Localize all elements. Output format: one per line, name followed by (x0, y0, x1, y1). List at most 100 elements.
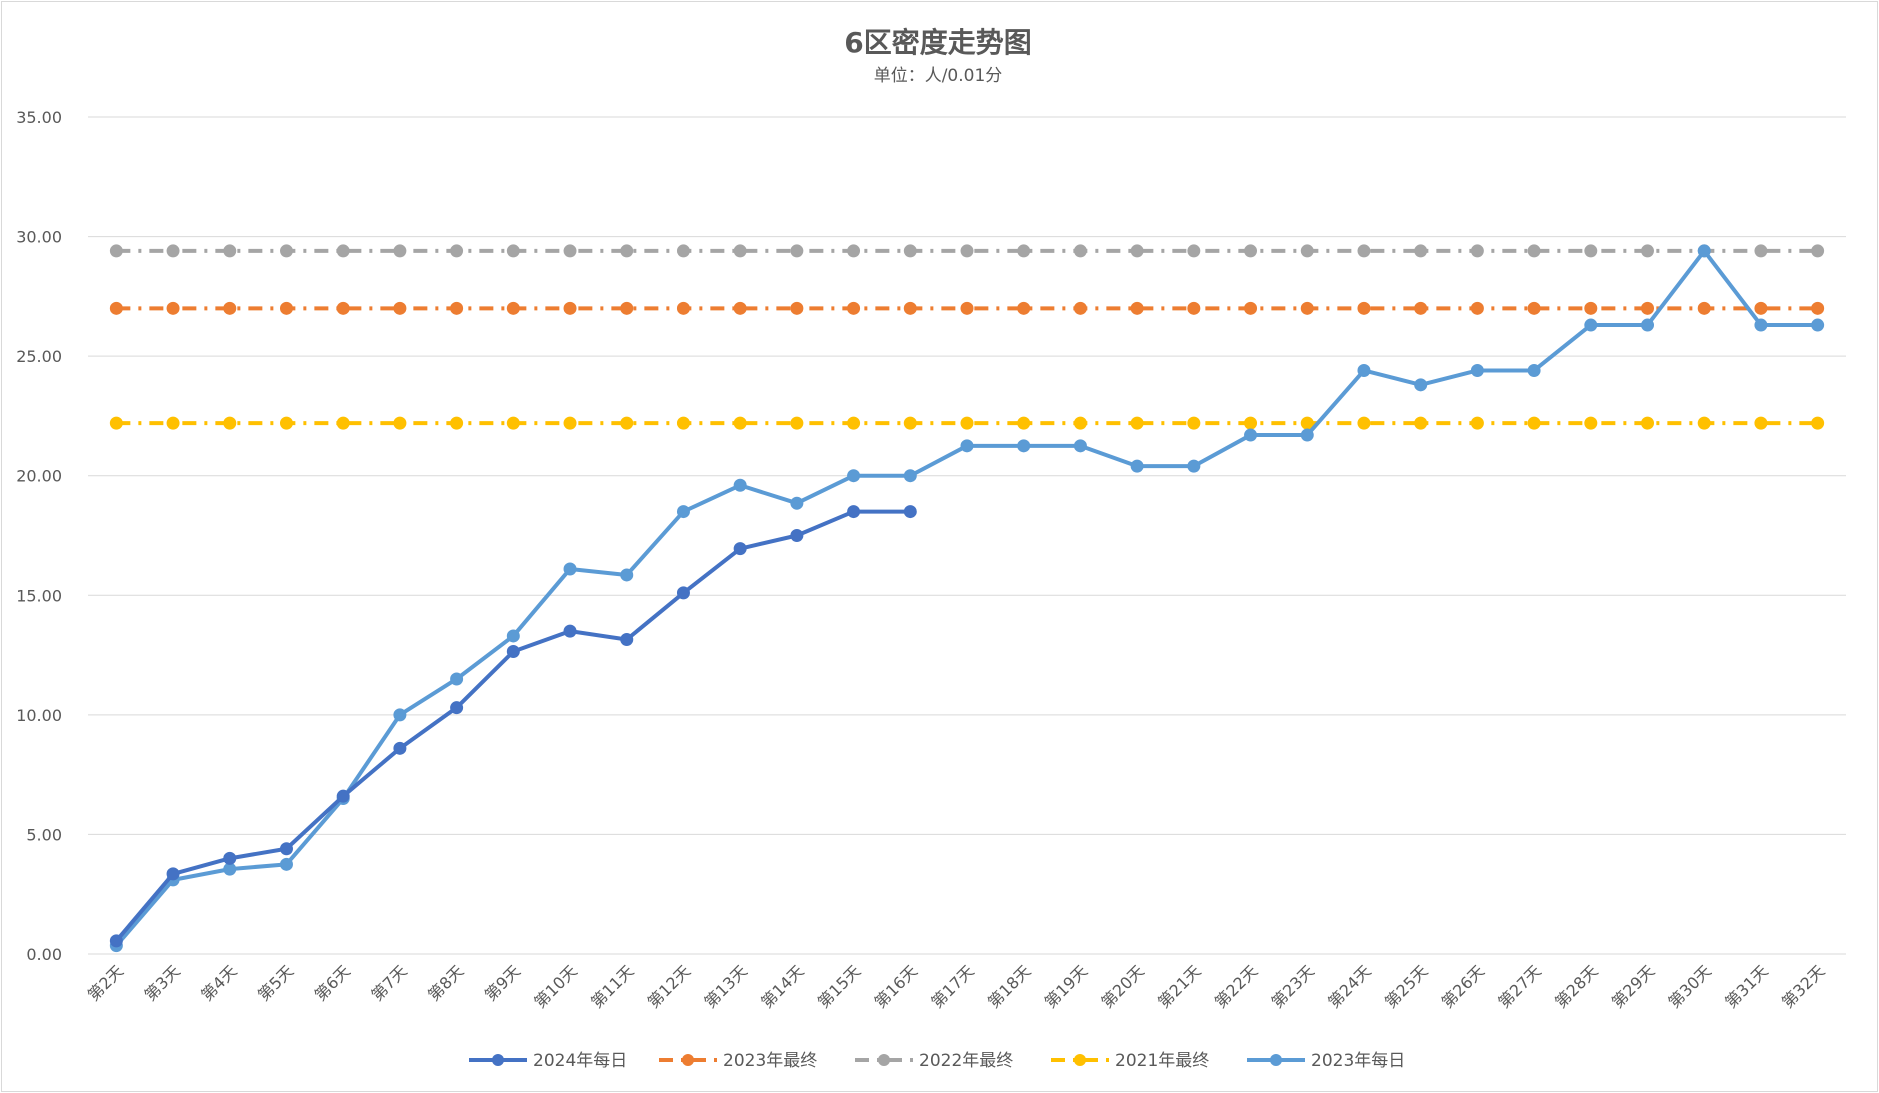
x-tick-label: 第29天 (1608, 961, 1658, 1011)
data-point (1017, 301, 1031, 315)
data-point (1754, 416, 1768, 430)
data-point (1470, 244, 1484, 258)
data-point (620, 568, 634, 582)
x-tick-label: 第13天 (701, 961, 751, 1011)
data-point (506, 644, 520, 658)
x-tick-label: 第14天 (757, 961, 807, 1011)
data-point (1244, 428, 1258, 442)
x-tick-label: 第18天 (984, 961, 1034, 1011)
y-tick-label: 20.00 (16, 467, 62, 486)
data-point (1811, 244, 1825, 258)
legend-swatch-marker (1270, 1054, 1282, 1066)
data-point (393, 244, 407, 258)
data-point (506, 629, 520, 643)
data-point (676, 301, 690, 315)
data-point (279, 857, 293, 871)
data-point (393, 301, 407, 315)
y-axis-ticks: 0.00 5.00 10.00 15.00 20.00 25.00 30.00 35.00 (16, 108, 62, 964)
y-tick-label: 15.00 (16, 586, 62, 605)
data-point (1017, 439, 1031, 453)
data-point (506, 416, 520, 430)
data-point (1357, 244, 1371, 258)
data-point (393, 708, 407, 722)
data-point (1811, 301, 1825, 315)
data-point (1414, 301, 1428, 315)
data-point (620, 416, 634, 430)
series-line (114, 509, 913, 943)
data-point (1754, 301, 1768, 315)
data-point (1300, 428, 1314, 442)
data-point (1187, 416, 1201, 430)
data-point (1641, 301, 1655, 315)
data-point (1641, 318, 1655, 332)
data-point (676, 244, 690, 258)
data-point (1697, 416, 1711, 430)
legend: 2024年每日 2023年最终 2022年最终 2021年最终 2023年每日 (469, 1051, 1405, 1071)
x-tick-label: 第28天 (1551, 961, 1601, 1011)
data-point (563, 416, 577, 430)
data-point (1130, 301, 1144, 315)
data-point (1754, 318, 1768, 332)
data-point (166, 244, 180, 258)
data-point (450, 672, 464, 686)
x-tick-label: 第31天 (1721, 961, 1771, 1011)
series-line (114, 248, 1820, 948)
x-tick-label: 第23天 (1268, 961, 1318, 1011)
series-4 (109, 416, 1825, 430)
data-point (733, 301, 747, 315)
data-point (1641, 244, 1655, 258)
data-point (1414, 416, 1428, 430)
data-point (733, 542, 747, 556)
x-axis-ticks: 第2天 第3天 第4天 第5天 第6天 第7天 第8天 第9天 第10天 第11天 第12天 第13天… (84, 961, 1829, 1011)
data-point (336, 416, 350, 430)
data-point (1073, 244, 1087, 258)
data-point (847, 469, 861, 483)
x-tick-label: 第12天 (644, 961, 694, 1011)
x-tick-label: 第32天 (1778, 961, 1828, 1011)
data-point (1414, 244, 1428, 258)
data-point (1130, 244, 1144, 258)
legend-swatch-marker (1074, 1054, 1086, 1066)
data-point (620, 633, 634, 647)
data-point (1811, 318, 1825, 332)
data-point (1017, 416, 1031, 430)
x-tick-label: 第8天 (424, 961, 467, 1004)
legend-label: 2024年每日 (533, 1051, 627, 1071)
data-point (166, 416, 180, 430)
data-point (733, 244, 747, 258)
data-point (1697, 244, 1711, 258)
x-tick-label: 第27天 (1494, 961, 1544, 1011)
x-tick-label: 第3天 (141, 961, 184, 1004)
y-tick-label: 5.00 (26, 825, 62, 844)
data-point (903, 505, 917, 519)
data-point (109, 934, 123, 948)
x-tick-label: 第25天 (1381, 961, 1431, 1011)
data-point (790, 529, 804, 542)
y-tick-label: 30.00 (16, 228, 62, 247)
data-point (1527, 301, 1541, 315)
x-tick-label: 第24天 (1324, 961, 1374, 1011)
data-point (676, 416, 690, 430)
data-point (620, 301, 634, 315)
x-tick-label: 第15天 (814, 961, 864, 1011)
series-2 (109, 301, 1825, 315)
data-point (847, 244, 861, 258)
data-point (1470, 416, 1484, 430)
data-point (1073, 416, 1087, 430)
data-point (563, 624, 577, 638)
data-point (223, 301, 237, 315)
data-point (393, 416, 407, 430)
data-point (336, 789, 350, 803)
legend-label: 2022年最终 (919, 1051, 1013, 1071)
y-tick-label: 0.00 (26, 945, 62, 964)
data-point (1470, 301, 1484, 315)
data-point (1073, 439, 1087, 453)
data-point (790, 496, 804, 510)
legend-item: 2023年每日 (1247, 1051, 1405, 1071)
data-point (903, 416, 917, 430)
data-point (1073, 301, 1087, 315)
x-tick-label: 第20天 (1097, 961, 1147, 1011)
x-tick-label: 第30天 (1665, 961, 1715, 1011)
data-point (223, 416, 237, 430)
